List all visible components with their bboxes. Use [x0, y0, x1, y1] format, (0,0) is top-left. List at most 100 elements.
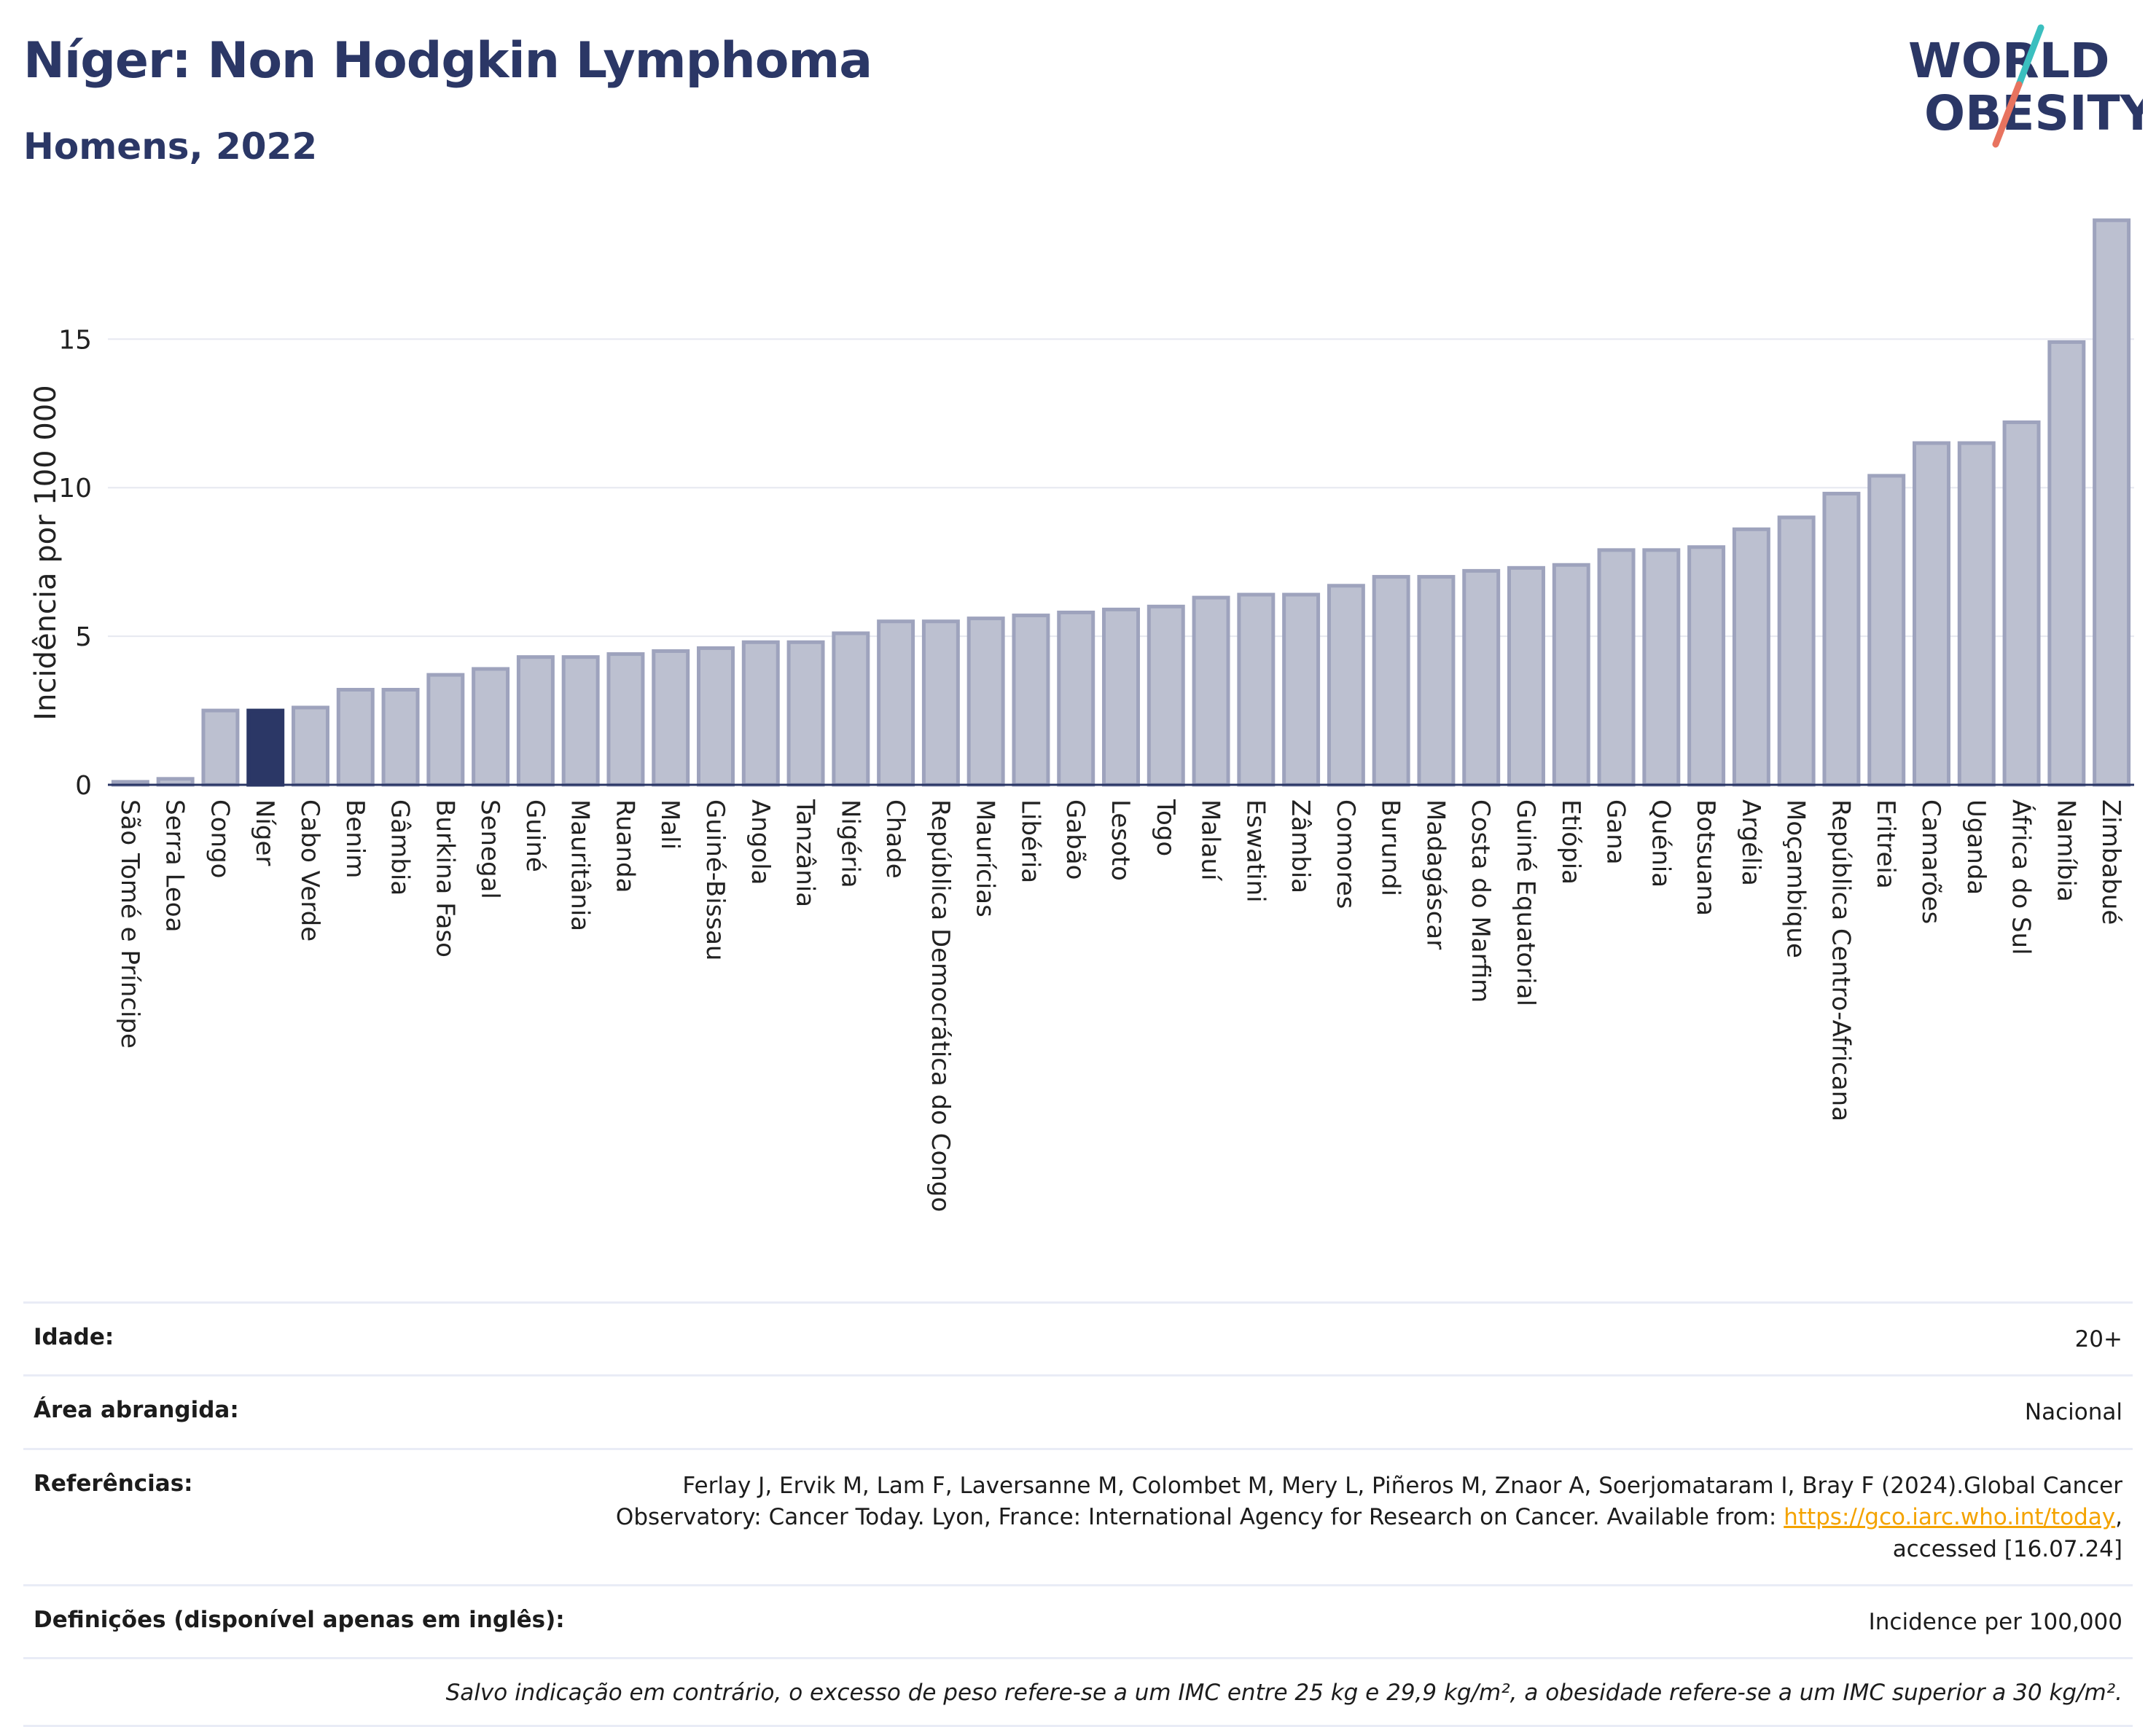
bar: [652, 649, 690, 787]
x-tick-label: Tanzânia: [791, 799, 820, 907]
bar: [1462, 568, 1501, 787]
chart-subtitle: Homens, 2022: [23, 125, 318, 168]
bar: [201, 708, 240, 787]
x-tick-label: Uganda: [1961, 799, 1991, 895]
bar: [786, 640, 825, 787]
area-value: Nacional: [2024, 1399, 2122, 1426]
x-tick-label: Botsuana: [1691, 799, 1720, 916]
bar: [1192, 595, 1230, 787]
x-tick-label: Serra Leoa: [160, 799, 190, 932]
bar-highlighted: [246, 708, 285, 787]
bar: [966, 616, 1005, 787]
bar: [292, 705, 329, 787]
y-axis-title: Incidência por 100 000: [29, 385, 63, 720]
x-tick-label: Moçambique: [1781, 799, 1811, 958]
x-tick-label: Malauí: [1196, 799, 1225, 882]
x-tick-label: Guiné Equatorial: [1511, 799, 1540, 1006]
bar: [472, 667, 510, 787]
x-tick-label: Benim: [340, 799, 370, 878]
bar: [606, 652, 645, 787]
references-text-1: Ferlay J, Ervik M, Lam F, Laversanne M, …: [682, 1472, 2122, 1499]
bar: [2047, 340, 2086, 787]
y-tick-label: 15: [58, 325, 92, 355]
bar: [921, 619, 960, 787]
x-tick-label: Togo: [1151, 799, 1180, 856]
x-tick-label: Lesoto: [1106, 799, 1135, 881]
bar: [1777, 515, 1816, 787]
info-row-references: Referências: Ferlay J, Ervik M, Lam F, L…: [23, 1447, 2133, 1584]
references-text-2: Observatory: Cancer Today. Lyon, France:…: [615, 1504, 1784, 1531]
bar: [516, 655, 555, 787]
bar: [1822, 491, 1861, 787]
x-tick-label: República Democrática do Congo: [926, 799, 955, 1212]
bar: [1507, 565, 1545, 787]
x-tick-label: Guiné-Bissau: [700, 799, 730, 960]
bar: [741, 640, 780, 787]
references-text-3: ,: [2115, 1504, 2122, 1531]
x-tick-label: Eswatini: [1241, 799, 1270, 903]
x-tick-label: Libéria: [1015, 799, 1044, 883]
bar: [1012, 614, 1050, 787]
x-tick-label: Gâmbia: [386, 799, 415, 896]
x-tick-label: Burundi: [1376, 799, 1405, 896]
x-tick-label: Senegal: [475, 799, 504, 899]
y-tick-label: 0: [75, 771, 92, 801]
x-tick-label: Mali: [655, 799, 684, 850]
logo-word-obesity: OBESITY: [1924, 85, 2143, 141]
x-tick-label: Níger: [250, 799, 279, 866]
bar: [1687, 545, 1726, 787]
info-table: Idade: 20+ Área abrangida: Nacional Refe…: [23, 1301, 2133, 1727]
bar: [1597, 548, 1636, 787]
world-obesity-logo: WORLD OBESITY: [1908, 24, 2143, 148]
definitions-value: Incidence per 100,000: [1868, 1608, 2122, 1635]
references-text-4: accessed [16.07.24]: [1892, 1535, 2122, 1562]
bar: [561, 655, 600, 787]
x-tick-label: Cabo Verde: [295, 799, 324, 941]
x-tick-label: Chade: [880, 799, 910, 879]
age-label: Idade:: [34, 1324, 114, 1350]
bar: [877, 619, 915, 787]
chart-title: Níger: Non Hodgkin Lymphoma: [23, 32, 872, 90]
bar: [1957, 441, 1996, 787]
x-tick-label: Nigéria: [835, 799, 864, 888]
bar: [1372, 575, 1410, 787]
logo-word-world: WORLD: [1908, 33, 2110, 89]
x-tick-label: Gabão: [1061, 799, 1090, 880]
x-tick-label: Eritreia: [1871, 799, 1900, 889]
age-value: 20+: [2074, 1326, 2122, 1352]
bar-chart: 0 5 10 15 Incidência por 100 000 São Tomé e P…: [29, 218, 2134, 1212]
x-tick-label: Namíbia: [2051, 799, 2080, 902]
logo-slash-top: [2015, 24, 2044, 88]
x-tick-label: República Centro-Africana: [1826, 799, 1855, 1121]
bar: [1552, 563, 1590, 787]
bar: [1642, 548, 1681, 787]
x-tick-label: Comores: [1331, 799, 1360, 909]
bar: [1102, 607, 1140, 787]
bar: [1327, 584, 1365, 787]
x-tick-label: Guiné: [520, 799, 550, 872]
references-link[interactable]: https://gco.iarc.who.int/today: [1784, 1504, 2116, 1531]
bar: [2002, 420, 2041, 787]
x-tick-label: Gana: [1601, 799, 1630, 865]
bar: [426, 673, 465, 787]
bar: [1867, 474, 1906, 787]
info-row-note: Salvo indicação em contrário, o excesso …: [23, 1657, 2133, 1727]
x-tick-label: São Tomé e Príncipe: [115, 799, 144, 1049]
bmi-note: Salvo indicação em contrário, o excesso …: [445, 1680, 2122, 1707]
info-row-age: Idade: 20+: [23, 1301, 2133, 1374]
x-tick-label: Etiópia: [1556, 799, 1585, 885]
bar: [1417, 575, 1456, 787]
references-value: Ferlay J, Ervik M, Lam F, Laversanne M, …: [616, 1471, 2122, 1565]
x-tick-label: África do Sul: [2007, 799, 2036, 955]
bar: [1282, 592, 1321, 787]
x-tick-label: Argélia: [1736, 799, 1765, 886]
area-label: Área abrangida:: [34, 1397, 239, 1424]
info-row-area: Área abrangida: Nacional: [23, 1374, 2133, 1447]
x-tick-label: Zâmbia: [1286, 799, 1315, 893]
bar: [832, 631, 870, 787]
bar: [1913, 441, 1950, 787]
x-tick-label: Mauritânia: [566, 799, 595, 931]
y-tick-label: 5: [75, 622, 92, 652]
x-tick-label: Burkina Faso: [430, 799, 459, 958]
logo-slash-bottom: [1992, 81, 2023, 148]
